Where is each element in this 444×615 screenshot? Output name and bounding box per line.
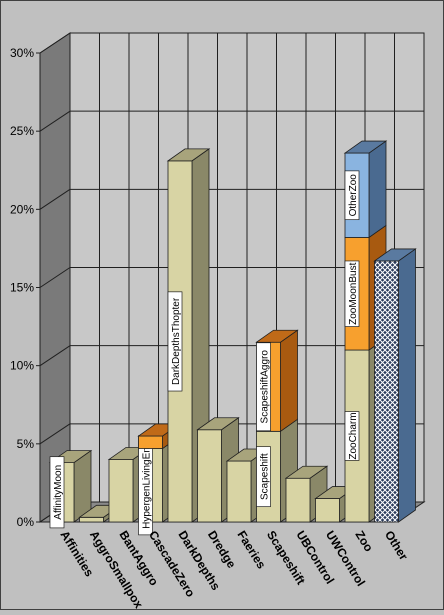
segment-label: HypergenLivingEnd bbox=[138, 435, 153, 536]
segment-label: OtherZoo bbox=[344, 170, 360, 221]
y-tick-label: 20% bbox=[10, 202, 34, 216]
bars: AffinityMoon HypergenLivingEnd DarkDepthsT… bbox=[48, 140, 417, 536]
y-tick-label: 0% bbox=[17, 515, 35, 529]
gridline-side bbox=[39, 423, 71, 445]
segment-label: Scapeshift bbox=[256, 446, 271, 508]
segment-label: ZooCharm bbox=[344, 411, 360, 461]
segment-label: ScapeshiftAggro bbox=[256, 342, 271, 432]
bar-segment: ScapeshiftAggro bbox=[255, 329, 299, 433]
y-tick-label: 5% bbox=[17, 437, 35, 451]
svg-text:ScapeshiftAggro: ScapeshiftAggro bbox=[260, 350, 271, 424]
svg-text:ZooCharm: ZooCharm bbox=[348, 412, 359, 459]
bar-segment: OtherZoo bbox=[343, 140, 388, 239]
x-axis-labels: AffinitiesAggroSmallpoxBantAggroCascadeZ… bbox=[57, 528, 411, 611]
segment-label: ZooMoonBust bbox=[344, 260, 360, 327]
svg-text:DarkDepthsThopter: DarkDepthsThopter bbox=[171, 297, 182, 385]
x-tick-label: Zoo bbox=[352, 528, 376, 554]
y-axis-ticks: 0% 5% 10% 15% 20% 25% 30% bbox=[10, 46, 41, 529]
gridline-side bbox=[39, 188, 71, 210]
segment-label: DarkDepthsThopter bbox=[167, 291, 183, 392]
gridline-side bbox=[39, 345, 71, 367]
x-tick-label: Other bbox=[382, 528, 411, 563]
y-tick-label: 10% bbox=[10, 359, 34, 373]
gridline-side bbox=[39, 267, 71, 288]
svg-text:AffinityMoon: AffinityMoon bbox=[53, 465, 64, 520]
y-tick-label: 30% bbox=[10, 46, 34, 60]
gridline-side bbox=[39, 110, 71, 132]
y-tick-label: 15% bbox=[10, 281, 34, 295]
svg-text:OtherZoo: OtherZoo bbox=[348, 174, 359, 217]
bar-other bbox=[373, 248, 417, 523]
gridlines bbox=[39, 32, 425, 523]
svg-text:ZooMoonBust: ZooMoonBust bbox=[348, 262, 359, 324]
bar-segment bbox=[373, 248, 417, 523]
gridline-side bbox=[39, 32, 71, 54]
svg-text:Scapeshift: Scapeshift bbox=[260, 453, 271, 500]
svg-text:HypergenLivingEnd: HypergenLivingEnd bbox=[142, 442, 153, 529]
y-tick-label: 25% bbox=[10, 124, 34, 138]
segment-label: AffinityMoon bbox=[49, 456, 65, 529]
